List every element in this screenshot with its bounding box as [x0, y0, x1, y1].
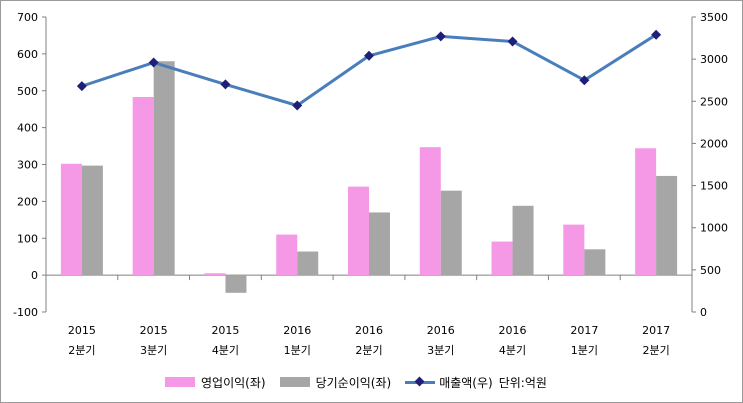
x-tick-label-year: 2017 [642, 324, 670, 337]
y-left-tick-label: -100 [13, 306, 38, 319]
revenue-marker [76, 81, 87, 92]
legend-swatch-operating-profit [165, 377, 195, 387]
legend-item-revenue: 매출액(우) 단위:억원 [405, 374, 547, 391]
revenue-marker [292, 100, 303, 111]
x-tick-label-year: 2015 [140, 324, 168, 337]
bar-net-income [81, 165, 103, 276]
bar-operating-profit [204, 273, 226, 276]
y-left-tick-label: 600 [17, 48, 38, 61]
y-left-tick-label: 500 [17, 85, 38, 98]
legend-label-operating-profit: 영업이익(좌) [201, 375, 266, 390]
x-tick-label-quarter: 4분기 [499, 344, 526, 357]
bar-net-income [225, 275, 247, 293]
bar-net-income [584, 249, 606, 276]
revenue-marker [148, 57, 159, 68]
bar-net-income [440, 190, 462, 276]
x-tick-label-year: 2016 [283, 324, 311, 337]
unit-note: 단위:억원 [498, 375, 547, 390]
revenue-marker [364, 50, 374, 61]
revenue-marker [507, 36, 518, 47]
revenue-marker [651, 29, 662, 40]
legend-swatch-revenue [405, 376, 436, 388]
x-tick-label-quarter: 4분기 [212, 344, 239, 357]
legend-swatch-net-income [279, 377, 310, 387]
y-left-tick-label: 400 [17, 122, 38, 135]
y-right-tick-label: 2000 [700, 137, 728, 150]
x-tick-label-quarter: 2분기 [68, 344, 95, 357]
y-right-tick-label: 0 [700, 306, 707, 319]
y-left-tick-label: 300 [17, 159, 38, 172]
legend-item-net-income: 당기순이익(좌) [279, 374, 392, 391]
bar-operating-profit [348, 186, 369, 276]
legend-item-operating-profit: 영업이익(좌) [165, 374, 266, 391]
bar-net-income [153, 61, 175, 276]
bar-net-income [512, 205, 534, 276]
y-right-tick-label: 3000 [700, 53, 728, 66]
x-tick-label-quarter: 3분기 [427, 344, 454, 357]
legend-label-net-income: 당기순이익(좌) [315, 375, 392, 390]
bar-operating-profit [419, 147, 441, 276]
y-left-tick-label: 0 [31, 269, 38, 282]
revenue-marker [579, 75, 590, 86]
x-tick-label-year: 2016 [427, 324, 455, 337]
chart-legend: 영업이익(좌) 당기순이익(좌) 매출액(우) 단위:억원 [165, 373, 561, 391]
bar-operating-profit [276, 234, 298, 276]
bar-operating-profit [491, 241, 513, 276]
y-right-tick-label: 2500 [700, 95, 728, 108]
revenue-marker [220, 79, 231, 90]
x-tick-label-quarter: 2분기 [642, 344, 669, 357]
y-left-tick-label: 200 [17, 195, 38, 208]
x-tick-label-quarter: 1분기 [571, 344, 598, 357]
x-tick-label-quarter: 2분기 [355, 344, 382, 357]
x-tick-label-year: 2016 [355, 324, 383, 337]
legend-label-revenue: 매출액(우) [439, 375, 493, 390]
bar-operating-profit [635, 148, 657, 276]
bar-operating-profit [132, 97, 154, 276]
x-tick-label-year: 2016 [499, 324, 527, 337]
y-right-tick-label: 500 [700, 264, 721, 277]
bar-operating-profit [60, 163, 82, 276]
revenue-marker [435, 31, 446, 42]
x-tick-label-year: 2015 [211, 324, 239, 337]
bar-operating-profit [563, 224, 585, 276]
bar-net-income [297, 251, 319, 276]
x-tick-label-quarter: 1분기 [284, 344, 311, 357]
y-right-tick-label: 1500 [700, 180, 728, 193]
y-left-tick-label: 100 [17, 232, 38, 245]
bar-net-income [656, 175, 678, 276]
y-left-tick-label: 700 [17, 11, 38, 24]
x-tick-label-year: 2017 [570, 324, 598, 337]
y-right-tick-label: 1000 [700, 222, 728, 235]
x-tick-label-year: 2015 [68, 324, 96, 337]
y-right-tick-label: 3500 [700, 11, 728, 24]
x-tick-label-quarter: 3분기 [140, 344, 167, 357]
bar-net-income [369, 212, 390, 276]
